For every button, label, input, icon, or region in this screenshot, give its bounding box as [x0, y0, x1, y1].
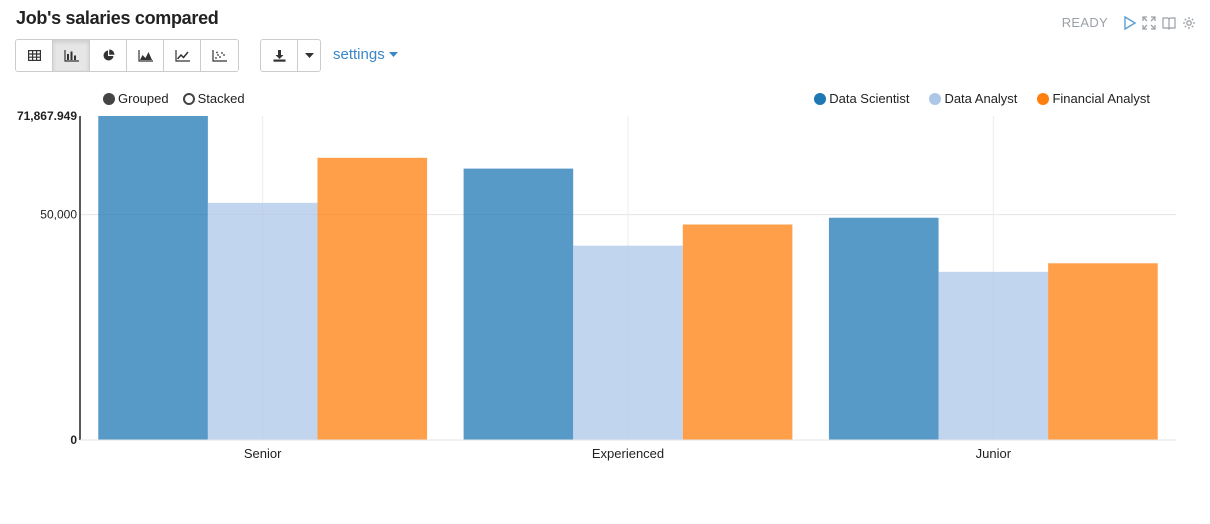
bar: [98, 116, 208, 440]
caret-down-icon: [388, 52, 398, 57]
table-view-button[interactable]: [16, 40, 53, 71]
legend-swatch: [1037, 92, 1050, 105]
x-tick-label: Junior: [976, 446, 1012, 461]
bar: [317, 157, 428, 440]
line-chart-button[interactable]: [164, 40, 201, 71]
legend-item-financial-analyst[interactable]: Financial Analyst: [1037, 91, 1150, 106]
settings-toggle[interactable]: settings: [333, 46, 398, 63]
legend-item-data-analyst[interactable]: Data Analyst: [929, 91, 1017, 106]
y-tick-label: 0: [70, 433, 77, 447]
chart-legend: Data Scientist Data Analyst Financial An…: [794, 91, 1150, 106]
legend-label: Data Analyst: [944, 91, 1018, 106]
legend-label: Data Scientist: [829, 91, 910, 106]
x-tick-label: Senior: [244, 446, 282, 461]
settings-label: settings: [333, 46, 385, 63]
x-tick-label: Experienced: [592, 446, 664, 461]
bar: [207, 202, 318, 440]
download-group: [260, 39, 321, 72]
grouped-label: Grouped: [118, 91, 169, 106]
chart-type-toolbar: [15, 39, 239, 72]
grouped-option[interactable]: Grouped: [103, 91, 169, 106]
table-icon: [27, 50, 41, 61]
pie-chart-button[interactable]: [90, 40, 127, 71]
legend-swatch: [929, 92, 942, 105]
line-chart-icon: [174, 49, 190, 62]
page-title: Job's salaries compared: [16, 8, 219, 28]
expand-icon[interactable]: [1142, 15, 1156, 30]
legend-label: Financial Analyst: [1052, 91, 1150, 106]
download-button[interactable]: [261, 40, 298, 71]
radio-checked-icon: [103, 92, 115, 105]
y-tick-label: 50,000: [40, 208, 77, 222]
download-dropdown-button[interactable]: [298, 40, 320, 71]
scatter-chart-button[interactable]: [201, 40, 238, 71]
gear-icon[interactable]: [1182, 16, 1196, 30]
pie-chart-icon: [103, 49, 114, 61]
bar-chart-button[interactable]: [53, 40, 90, 71]
bar: [573, 245, 683, 440]
stacked-label: Stacked: [197, 91, 245, 106]
book-icon[interactable]: [1162, 16, 1176, 30]
download-icon: [273, 49, 285, 62]
bar: [938, 271, 1049, 440]
area-chart-button[interactable]: [127, 40, 164, 71]
bar: [682, 224, 793, 440]
bar: [1048, 263, 1158, 440]
bar: [463, 168, 574, 441]
stacked-option[interactable]: Stacked: [182, 91, 245, 106]
y-max-label: 71,867.949: [17, 109, 77, 123]
paragraph-status-bar: READY: [1062, 15, 1196, 30]
run-icon[interactable]: [1122, 15, 1136, 30]
caret-down-icon: [304, 53, 314, 58]
chart-axes: 0 50,000 71,867.949 Senior Experienced Junior: [17, 109, 1176, 461]
status-ready: READY: [1061, 15, 1108, 30]
legend-item-data-scientist[interactable]: Data Scientist: [814, 91, 909, 106]
grouped-stacked-control: Grouped Stacked: [103, 91, 253, 106]
bar-chart-icon: [63, 49, 79, 62]
legend-swatch: [814, 92, 827, 105]
area-chart-icon: [137, 49, 153, 62]
radio-unchecked-icon: [182, 92, 195, 105]
scatter-chart-icon: [212, 49, 227, 62]
bar: [828, 217, 939, 440]
chart-bars: [98, 116, 1158, 441]
